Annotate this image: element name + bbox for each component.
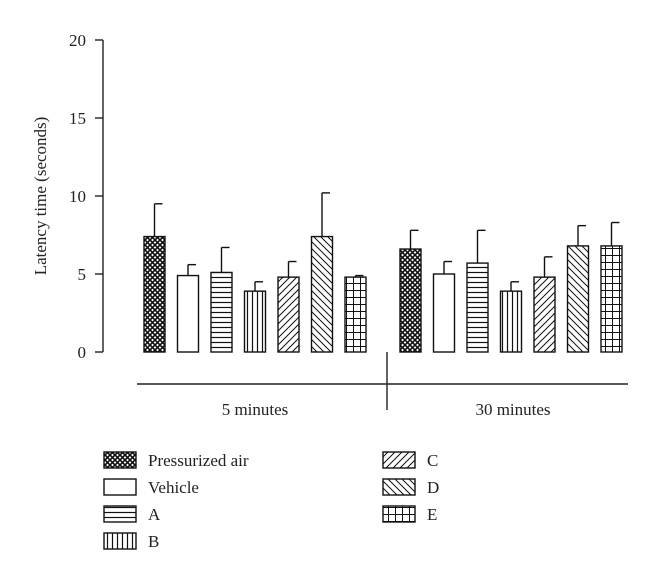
- bar-pressurized-air-30min: [399, 248, 422, 353]
- legend-label: B: [148, 532, 159, 551]
- legend-swatch: [382, 505, 416, 523]
- legend-swatch: [382, 478, 416, 496]
- bar-d-30min: [566, 245, 590, 353]
- bar-vehicle-30min: [432, 273, 456, 353]
- legend-item: E: [382, 505, 437, 524]
- bar-c-5min: [277, 276, 300, 353]
- bar-b-30min: [499, 290, 523, 353]
- legend-item: C: [382, 451, 438, 470]
- bar-vehicle-5min: [176, 274, 200, 353]
- legend-label: E: [427, 505, 437, 524]
- legend: Pressurized air Vehicle AB CDE: [103, 451, 439, 551]
- y-axis-ticks: 0 5 10 15 20: [69, 31, 103, 362]
- legend-label: C: [427, 451, 438, 470]
- y-axis-label: Latency time (seconds): [31, 117, 50, 276]
- bar-pressurized-air-5min: [143, 235, 166, 353]
- legend-item: Pressurized air: [103, 451, 249, 470]
- legend-item: B: [103, 532, 159, 551]
- y-tick-label: 10: [69, 187, 86, 206]
- legend-item: A: [103, 505, 161, 524]
- legend-swatch: [382, 451, 416, 469]
- legend-swatch: [103, 505, 137, 523]
- legend-label: A: [148, 505, 161, 524]
- bar-e-5min: [344, 276, 367, 353]
- legend-item: Vehicle: [103, 478, 199, 497]
- legend-label: Pressurized air: [148, 451, 249, 470]
- y-tick-label: 20: [69, 31, 86, 50]
- legend-label: D: [427, 478, 439, 497]
- legend-swatch: [103, 478, 137, 496]
- bar-marks: [143, 192, 623, 353]
- bar-a-30min: [466, 262, 489, 353]
- y-tick-label: 0: [78, 343, 87, 362]
- bar-a-5min: [210, 271, 233, 353]
- group-label-5-minutes: 5 minutes: [222, 400, 289, 419]
- bar-c-30min: [533, 276, 556, 353]
- bar-e-30min: [600, 245, 623, 353]
- legend-swatch: [103, 532, 137, 550]
- bar-b-5min: [243, 290, 267, 353]
- group-label-30-minutes: 30 minutes: [475, 400, 550, 419]
- legend-item: D: [382, 478, 439, 497]
- legend-label: Vehicle: [148, 478, 199, 497]
- y-tick-label: 15: [69, 109, 86, 128]
- bar-d-5min: [310, 235, 334, 353]
- legend-swatch: [103, 451, 137, 469]
- y-tick-label: 5: [78, 265, 87, 284]
